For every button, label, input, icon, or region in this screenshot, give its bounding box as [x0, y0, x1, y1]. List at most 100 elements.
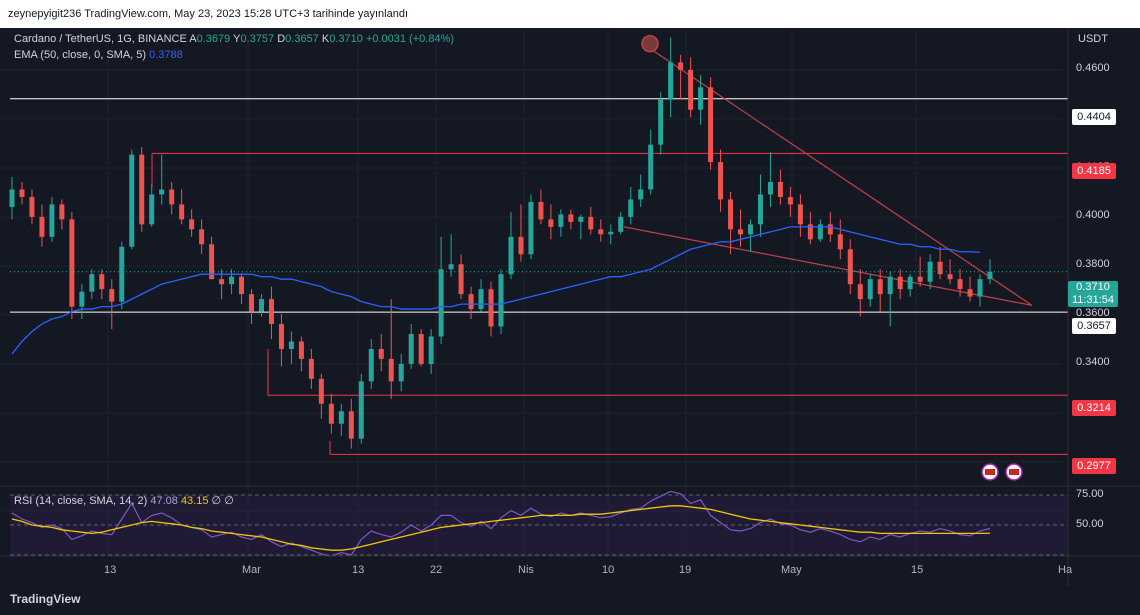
y-tick: 0.3400 [1076, 356, 1110, 368]
candle-body [129, 154, 135, 247]
candle-body [179, 204, 185, 220]
candle-body [79, 291, 85, 307]
rsi-tick-50: 50.00 [1076, 518, 1104, 530]
candle-body [738, 229, 744, 235]
symbol-name: Cardano / TetherUS, 1G, BINANCE [14, 33, 187, 45]
bar-countdown: 11:31:54 [1071, 294, 1114, 306]
candle-body [628, 199, 634, 217]
candle-body [518, 236, 524, 255]
candle-body [199, 229, 205, 245]
symbol-legend: Cardano / TetherUS, 1G, BINANCE A0.3679 … [14, 33, 454, 45]
candle-body [787, 196, 793, 205]
y-tick: 0.4000 [1076, 209, 1110, 221]
candle-body [428, 336, 434, 364]
candle-body [827, 224, 833, 235]
candle-body [249, 294, 255, 312]
candle-body [608, 231, 614, 235]
candle-body [797, 204, 803, 225]
candle-body [109, 289, 115, 302]
candle-body [478, 289, 484, 310]
candle-body [189, 219, 195, 230]
footer [0, 586, 1140, 615]
rsi-ma-line [11, 505, 991, 551]
candle-body [358, 381, 364, 439]
y-tick: 0.3800 [1076, 258, 1110, 270]
candle-body [977, 279, 983, 297]
x-tick: 15 [911, 564, 924, 576]
x-tick: 13 [104, 564, 117, 576]
candle-body [777, 182, 783, 197]
candle-body [877, 279, 883, 295]
x-tick: Mar [242, 564, 261, 576]
candle-body [937, 261, 943, 275]
candle-body [338, 411, 344, 424]
candle-body [229, 276, 235, 285]
candle-body [159, 189, 165, 195]
candle-body [987, 271, 993, 280]
candle-body [408, 334, 414, 364]
candle-body [807, 224, 813, 240]
candle-body [867, 279, 873, 300]
candle-body [588, 216, 594, 230]
level-label-02977: 0.2977 [1072, 458, 1116, 474]
candle-body [747, 224, 753, 235]
candle-body [757, 194, 763, 225]
level-label-03548: 0.3657 [1072, 318, 1116, 334]
candle-body [69, 219, 75, 307]
open-value: 0.3679 [196, 33, 231, 45]
rsi-ma-value: 43.15 [180, 495, 209, 507]
open-label: A [189, 33, 197, 45]
last-price: 0.3710 [1076, 281, 1110, 293]
candle-body [398, 363, 404, 382]
candle-body [278, 324, 284, 349]
event-flag-stripe [1009, 469, 1019, 475]
candle-body [668, 62, 674, 100]
candle-body [767, 182, 773, 195]
candle-body [89, 274, 95, 292]
candle-body [618, 216, 624, 232]
descending-trendline [651, 49, 1033, 306]
ascending-trendline [623, 226, 1033, 306]
candle-body [508, 236, 514, 275]
x-tick: May [781, 564, 802, 576]
candle-body [578, 216, 584, 222]
candle-body [388, 358, 394, 382]
x-tick: 13 [352, 564, 365, 576]
candle-body [887, 276, 893, 295]
candle-body [288, 341, 294, 349]
candle-body [498, 274, 504, 327]
tradingview-logo[interactable]: TradingView [10, 592, 80, 606]
candle-body [209, 244, 215, 280]
candle-body [458, 264, 464, 295]
chart-area[interactable] [0, 28, 1140, 586]
pivot-marker [641, 34, 659, 53]
rsi-extra-2: ∅ [224, 495, 234, 507]
candle-body [258, 299, 264, 312]
candle-body [29, 196, 35, 217]
candle-body [638, 189, 644, 200]
candle-body [847, 249, 853, 285]
candle-body [528, 201, 534, 255]
candle-body [368, 348, 374, 382]
candle-body [698, 87, 704, 110]
candle-body [219, 279, 225, 285]
candle-body [169, 189, 175, 205]
ema-label: EMA (50, close, 0, SMA, 5) [14, 49, 147, 61]
candle-body [59, 204, 65, 220]
candle-body [558, 214, 564, 227]
x-tick: Ha [1058, 564, 1073, 576]
close-value: 0.3710 [329, 33, 363, 45]
candle-body [648, 144, 654, 190]
candle-body [718, 162, 724, 200]
close-label: K [321, 33, 330, 45]
candle-body [817, 224, 823, 240]
candle-body [708, 87, 714, 163]
candle-body [568, 214, 574, 222]
brand-text: TradingView [10, 592, 81, 606]
candle-body [139, 154, 145, 225]
candle-body [9, 189, 15, 207]
candle-body [39, 216, 45, 237]
header-text: zeynepyigit236 TradingView.com, May 23, … [8, 8, 409, 20]
x-tick: 19 [679, 564, 692, 576]
